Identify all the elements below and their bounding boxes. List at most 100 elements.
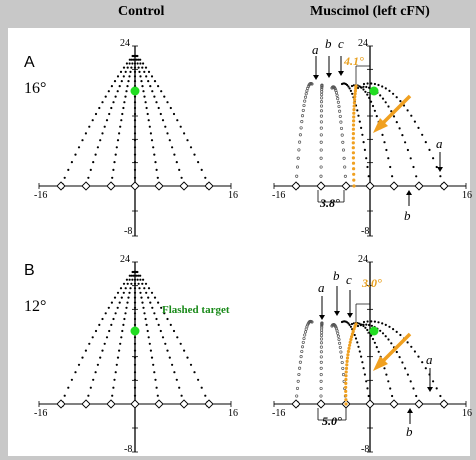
panel-b-arrow-b-head (334, 311, 340, 316)
panel-a-control-trajectory-0-dot (104, 95, 107, 98)
panel-b-muscimol-orange-trajectory-dot (344, 381, 348, 385)
panel-a-control-trajectory-6-dot (157, 85, 160, 88)
panel-a-muscimol-trajectory-3-dot (356, 109, 359, 112)
panel-a-control-trajectory-2-dot (122, 106, 125, 110)
panel-a-control-trajectory-0-dot (81, 139, 84, 142)
panel-b-muscimol-trajectory-4-dot (387, 380, 390, 383)
panel-b-muscimol-orange-trajectory-dot (344, 374, 348, 378)
panel-a-muscimol-y-top: 24 (358, 38, 368, 49)
panel-a-control-trajectory-2-dot (116, 139, 120, 142)
panel-b-muscimol-trajectory-6-dot (399, 333, 402, 337)
panel-a-control-trajectory-3-dot (133, 80, 137, 83)
panel-b-control-trajectory-1-dot (118, 301, 121, 304)
panel-b-muscimol-trajectory-6-dot (388, 325, 391, 328)
panel-a-control-trajectory-2-dot (112, 168, 115, 171)
panel-a-muscimol-start-diamond-3 (365, 181, 375, 191)
panel-b-control-trajectory-6-dot (193, 371, 196, 374)
panel-b-control-trajectory-1-dot (92, 378, 95, 381)
panel-b-muscimol-trajectory-5-dot (415, 394, 418, 398)
panel-a-control-trajectory-2-dot (113, 161, 116, 164)
panel-b-muscimol-orange-trajectory-dot (346, 353, 350, 357)
panel-b-control-trajectory-2-dot (121, 329, 124, 333)
panel-a-control-trajectory-6-dot (160, 90, 163, 93)
panel-a-orange-value: 4.1° (344, 54, 364, 68)
panel-a-muscimol-trajectory-5-dot (406, 148, 409, 152)
panel-a-arrow-c-head (338, 71, 344, 76)
panel-a-control-trajectory-1-dot (87, 176, 90, 179)
panel-a-control-trajectory-4-dot (144, 101, 147, 104)
panel-b-control-trajectory-0-dot (104, 312, 107, 315)
panel-a-muscimol-trajectory-4-dot (391, 175, 394, 178)
panel-b-control-trajectory-1-dot (116, 306, 119, 309)
panel-b-arrow-a-end-head (427, 387, 433, 392)
panel-b-muscimol-trajectory-1-dot (320, 326, 324, 330)
panel-b-control-trajectory-1-dot (99, 356, 102, 359)
panel-b-control-trajectory-6-dot (200, 386, 203, 389)
panel-a-control-trajectory-2-dot (127, 80, 130, 83)
panel-b-control-trajectory-0-dot (84, 349, 87, 352)
panel-b-control-trajectory-4-dot (138, 287, 141, 290)
panel-a-muscimol-trajectory-1-dot (320, 93, 324, 97)
panel-b-control-trajectory-2-dot (126, 301, 129, 304)
panel-b-control-trajectory-2-dot (118, 349, 121, 352)
panel-b-letter: B (24, 262, 35, 279)
panel-a-control-trajectory-6-dot (193, 153, 196, 156)
panel-b-control-trajectory-0-dot (110, 301, 113, 304)
panel-a-muscimol-orange-trajectory-dot (351, 151, 355, 155)
panel-a-muscimol-orange-trajectory-dot (354, 86, 358, 90)
panel-a-control-trajectory-4-dot (152, 146, 155, 149)
panel-a-control-trajectory-5-dot (145, 75, 148, 78)
panel-a-control-trajectory-4-dot (155, 168, 158, 171)
panel-b-muscimol-orange-trajectory-dot (351, 329, 355, 333)
panel-b-control-trajectory-6-dot (142, 278, 145, 281)
panel-b-muscimol-trajectory-0-dot (298, 366, 302, 370)
panel-b-control-trajectory-6-dot (176, 336, 179, 339)
panel-a-muscimol-start-diamond-4 (389, 181, 399, 191)
panel-a-control-start-diamond-6 (204, 181, 214, 191)
panel-b-muscimol-trajectory-3-dot (367, 394, 370, 398)
panel-b-control-trajectory-6-dot (136, 270, 139, 274)
panel-a-control-trajectory-0-dot (101, 101, 104, 104)
panel-a-control-trajectory-2-dot (125, 90, 128, 93)
panel-a-label-b: b (325, 36, 332, 51)
panel-a-control-start-diamond-5 (179, 181, 189, 191)
panel-a-muscimol-trajectory-0-dot (310, 82, 314, 86)
panel-a-muscimol-orange-arrow-head (373, 118, 388, 133)
panel-b-control-trajectory-5-dot (175, 378, 178, 381)
panel-a-control-trajectory-2-dot (114, 153, 117, 156)
panel-b-control-trajectory-5-dot (141, 282, 144, 285)
panel-a-muscimol-trajectory-4-dot (364, 90, 367, 93)
panel-b-control-trajectory-1-dot (128, 278, 131, 281)
panel-b-control-trajectory-1-dot (126, 282, 129, 285)
panel-b-control-trajectory-6-dot (166, 317, 169, 321)
panel-a-muscimol-orange-trajectory-dot (352, 119, 356, 123)
panel-a-control-start-diamond-4 (154, 181, 164, 191)
panel-a-control-trajectory-6-dot (139, 58, 142, 61)
panel-a-muscimol-trajectory-4-dot (385, 148, 388, 152)
panel-b-control-trajectory-3-dot (133, 363, 137, 366)
panel-b-muscimol-trajectory-4-dot (385, 373, 388, 376)
panel-a-muscimol-orange-trajectory-dot (351, 127, 355, 131)
panel-b-control-trajectory-2-dot (122, 323, 125, 326)
panel-a-label-b-end: b (404, 208, 411, 223)
panel-a-control-trajectory-6-dot (142, 62, 145, 65)
panel-b-muscimol-trajectory-1-dot (319, 350, 323, 354)
panel-a-muscimol-trajectory-3-dot (360, 126, 363, 129)
panel-a-muscimol-trajectory-2-dot (334, 88, 338, 93)
panel-a-control-trajectory-0-dot (119, 70, 123, 73)
panel-a-control-trajectory-3-dot (133, 125, 137, 128)
panel-a-muscimol-trajectory-6-dot (439, 175, 442, 178)
panel-a-control-trajectory-0-dot (116, 75, 120, 78)
panel-a-muscimol-orange-trajectory-dot (352, 178, 356, 182)
panel-b-muscimol-trajectory-2-dot (341, 373, 346, 377)
panel-b-muscimol-trajectory-6-dot (395, 330, 398, 333)
panel-b-label-b-end: b (406, 424, 413, 439)
panel-a-control-trajectory-0-dot (88, 125, 91, 128)
panel-a-control-trajectory-0-dot (74, 153, 77, 156)
panel-a-black-value: 3.8° (320, 196, 340, 210)
panel-a-control-trajectory-4-dot (150, 139, 154, 142)
panel-a-muscimol-trajectory-5-dot (384, 101, 387, 104)
panel-a-muscimol-orange-arrow (380, 94, 412, 126)
panel-a-control-trajectory-3-dot (133, 58, 137, 61)
panel-a-control-trajectory-6-dot (166, 101, 169, 104)
